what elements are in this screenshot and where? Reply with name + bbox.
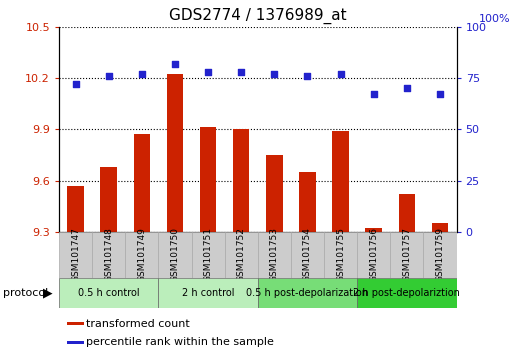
Point xyxy=(403,85,411,91)
Bar xyxy=(390,232,423,278)
Bar xyxy=(266,155,283,232)
Text: GSM101752: GSM101752 xyxy=(236,227,246,282)
Point xyxy=(303,73,311,79)
Bar xyxy=(67,341,84,344)
Point xyxy=(237,69,245,75)
Bar xyxy=(167,74,183,232)
Bar xyxy=(159,232,191,278)
Point xyxy=(137,71,146,76)
Bar xyxy=(233,129,249,232)
Text: GSM101750: GSM101750 xyxy=(170,227,180,282)
Bar xyxy=(423,232,457,278)
Bar xyxy=(125,232,159,278)
Bar xyxy=(59,232,92,278)
Title: GDS2774 / 1376989_at: GDS2774 / 1376989_at xyxy=(169,7,347,24)
Bar xyxy=(365,228,382,232)
Text: GSM101755: GSM101755 xyxy=(336,227,345,282)
Bar xyxy=(399,194,415,232)
Text: 2 h control: 2 h control xyxy=(182,288,234,298)
Text: GSM101749: GSM101749 xyxy=(137,227,146,282)
Text: 0.5 h post-depolarization: 0.5 h post-depolarization xyxy=(246,288,368,298)
Point xyxy=(204,69,212,75)
Bar xyxy=(191,232,225,278)
Bar xyxy=(133,135,150,232)
Bar xyxy=(299,172,316,232)
Text: GSM101754: GSM101754 xyxy=(303,227,312,282)
Bar xyxy=(159,278,258,308)
Text: GSM101748: GSM101748 xyxy=(104,227,113,282)
Text: 0.5 h control: 0.5 h control xyxy=(78,288,140,298)
Text: 100%: 100% xyxy=(479,15,510,24)
Text: ▶: ▶ xyxy=(43,286,52,299)
Point xyxy=(171,61,179,66)
Bar xyxy=(258,278,357,308)
Text: percentile rank within the sample: percentile rank within the sample xyxy=(86,337,274,347)
Text: GSM101751: GSM101751 xyxy=(204,227,212,282)
Bar xyxy=(291,232,324,278)
Bar xyxy=(357,232,390,278)
Bar xyxy=(225,232,258,278)
Bar xyxy=(332,131,349,232)
Text: GSM101753: GSM101753 xyxy=(270,227,279,282)
Bar xyxy=(432,223,448,232)
Point xyxy=(270,71,279,76)
Bar xyxy=(59,278,159,308)
Text: GSM101756: GSM101756 xyxy=(369,227,378,282)
Point xyxy=(105,73,113,79)
Bar xyxy=(67,185,84,232)
Bar xyxy=(324,232,357,278)
Bar xyxy=(92,232,125,278)
Bar xyxy=(101,167,117,232)
Bar xyxy=(200,127,216,232)
Point xyxy=(370,91,378,97)
Point xyxy=(337,71,345,76)
Bar xyxy=(357,278,457,308)
Point xyxy=(436,91,444,97)
Text: 2 h post-depolariztion: 2 h post-depolariztion xyxy=(353,288,460,298)
Text: GSM101759: GSM101759 xyxy=(436,227,444,282)
Bar xyxy=(258,232,291,278)
Text: GSM101757: GSM101757 xyxy=(402,227,411,282)
Point xyxy=(71,81,80,87)
Text: GSM101747: GSM101747 xyxy=(71,227,80,282)
Text: protocol: protocol xyxy=(3,288,48,298)
Bar xyxy=(67,322,84,325)
Text: transformed count: transformed count xyxy=(86,319,190,329)
